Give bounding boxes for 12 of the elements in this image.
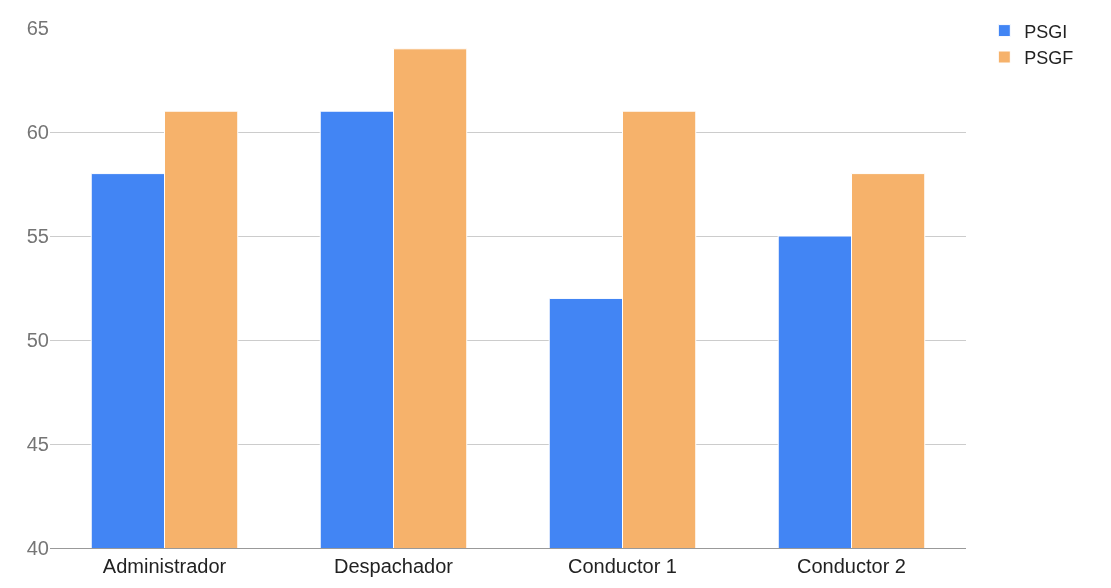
x-tick-label: Despachador — [334, 555, 454, 577]
legend-label: PSGI — [1024, 21, 1068, 42]
x-tick-label: Conductor 2 — [797, 555, 906, 577]
y-tick-label: 50 — [26, 329, 49, 351]
y-tick-label: 55 — [26, 225, 49, 247]
x-tick-label: Administrador — [102, 555, 227, 577]
y-tick-label: 45 — [26, 433, 49, 455]
legend-label: PSGF — [1024, 48, 1074, 69]
y-tick-label: 40 — [26, 537, 49, 559]
x-tick-label: Conductor 1 — [568, 555, 677, 577]
y-tick-label: 65 — [26, 17, 49, 39]
y-tick-label: 60 — [26, 121, 49, 143]
